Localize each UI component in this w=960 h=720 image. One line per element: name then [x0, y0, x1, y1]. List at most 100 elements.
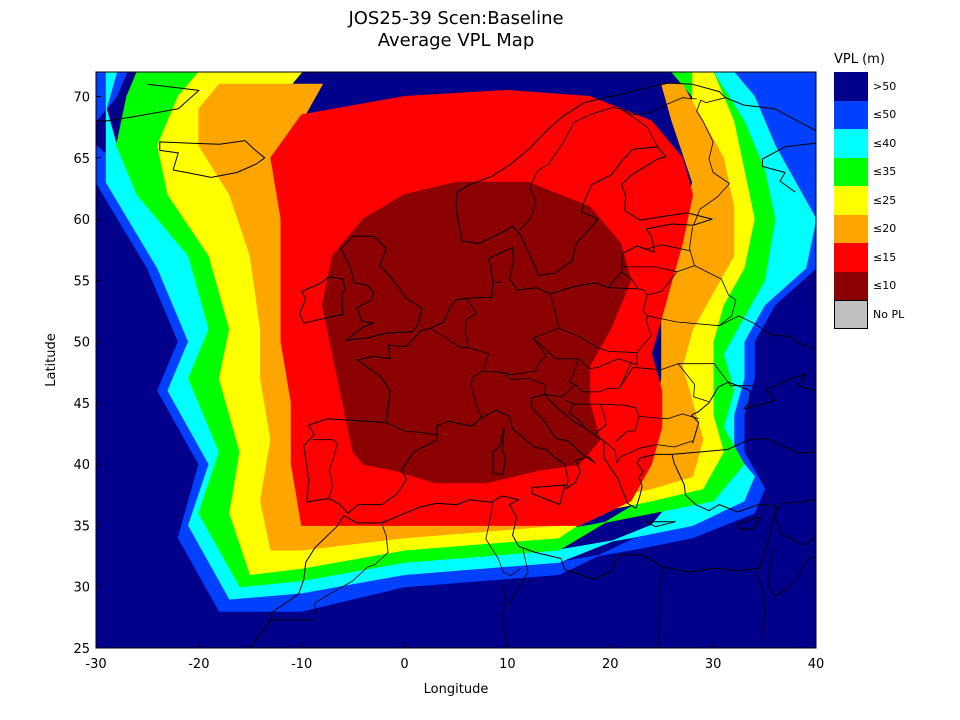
coastline-3: [762, 142, 816, 193]
legend-swatch: [834, 243, 868, 272]
border-9: [568, 358, 633, 393]
y-tick-label: 40: [73, 458, 90, 473]
legend-label: ≤35: [873, 165, 897, 179]
border-33: [658, 567, 664, 648]
vpl-zone-6: [321, 181, 632, 484]
x-axis: -30 -20 -10 0 10 20 30 40: [85, 643, 824, 672]
x-tick-label: 30: [705, 657, 722, 672]
y-tick-label: 60: [73, 213, 90, 228]
legend-item: ≤25: [834, 186, 934, 215]
border-10: [544, 384, 576, 398]
border-11: [565, 400, 607, 434]
legend-item: ≤35: [834, 157, 934, 186]
border-28: [314, 524, 389, 615]
x-tick-label: 0: [400, 657, 408, 672]
legend-title: VPL (m): [834, 52, 885, 67]
border-27: [719, 315, 816, 350]
border-38: [773, 515, 816, 546]
border-30: [485, 502, 522, 577]
coastline-11: [531, 484, 566, 506]
border-7: [558, 327, 638, 353]
legend-item: ≤15: [834, 243, 934, 272]
legend-item: ≤50: [834, 100, 934, 129]
border-23: [693, 97, 730, 226]
legend-label: ≤40: [873, 136, 897, 150]
legend: VPL (m) >50 ≤50 ≤40 ≤35 ≤25 ≤20 ≤15 ≤10 No PL: [834, 52, 934, 329]
y-tick-label: 25: [73, 642, 90, 657]
coastline-6: [159, 140, 266, 178]
legend-swatch: [834, 300, 868, 329]
border-2: [470, 370, 546, 418]
chart-title: JOS25-39 Scen:Baseline Average VPL Map: [96, 8, 816, 52]
coastline-5: [299, 276, 346, 324]
coastline-2: [725, 97, 816, 132]
border-22: [689, 226, 695, 266]
border-12: [568, 402, 586, 429]
legend-swatch: [834, 129, 868, 158]
x-tick-label: 20: [602, 657, 619, 672]
legend-swatch: [834, 72, 868, 101]
border-34: [755, 570, 765, 636]
legend-item: ≤10: [834, 271, 934, 300]
legend-label: ≤20: [873, 222, 897, 236]
border-14: [603, 440, 693, 464]
legend-item: No PL: [834, 300, 934, 329]
legend-swatch: [834, 271, 868, 300]
x-axis-label: Longitude: [424, 682, 489, 697]
border-32: [508, 548, 529, 606]
plot-frame: [95, 71, 817, 649]
border-37: [775, 555, 816, 597]
x-tick-label: -20: [188, 657, 209, 672]
border-4: [464, 298, 478, 348]
map-layer: [96, 72, 816, 648]
y-tick-label: 45: [73, 397, 90, 412]
coastline-14: [671, 437, 816, 455]
coastline-13: [736, 516, 761, 530]
coastline-8: [306, 393, 778, 569]
title-line-1: JOS25-39 Scen:Baseline: [348, 8, 564, 29]
y-tick-label: 55: [73, 274, 90, 289]
border-6: [502, 293, 560, 376]
coastline-10: [492, 427, 506, 475]
border-29: [268, 619, 316, 624]
legend-label: ≤15: [873, 250, 897, 264]
coastline-0: [303, 146, 713, 503]
border-35: [773, 499, 816, 516]
legend-label: No PL: [873, 307, 905, 321]
legend-swatch: [834, 100, 868, 129]
y-tick-label: 70: [73, 91, 90, 106]
border-36: [768, 548, 777, 597]
x-tick-label: -10: [291, 657, 312, 672]
border-1: [313, 439, 339, 499]
y-tick-label: 30: [73, 581, 90, 596]
legend-swatch: [834, 214, 868, 243]
legend-swatch: [834, 157, 868, 186]
border-21: [644, 244, 691, 252]
border-17: [608, 287, 652, 365]
coastline-1: [455, 82, 726, 276]
coastline-7: [96, 83, 200, 122]
coastline-15: [691, 374, 816, 444]
y-axis: 25 30 35 40 45 50 55 60 65 70: [73, 91, 101, 657]
border-26: [678, 363, 755, 387]
border-15: [639, 413, 699, 420]
y-tick-label: 50: [73, 336, 90, 351]
border-20: [621, 266, 678, 273]
border-25: [620, 97, 697, 116]
x-tick-label: 40: [808, 657, 825, 672]
coastline-4: [340, 235, 423, 341]
x-tick-label: -30: [85, 657, 106, 672]
y-axis-label: Latitude: [44, 333, 59, 387]
border-18: [647, 265, 737, 327]
border-5: [492, 281, 502, 284]
y-tick-label: 35: [73, 519, 90, 534]
border-8: [532, 337, 638, 370]
title-line-2: Average VPL Map: [377, 30, 535, 51]
coastline-12: [646, 521, 676, 528]
border-19: [621, 271, 639, 290]
coastline-9: [249, 495, 760, 648]
legend-item: ≤40: [834, 129, 934, 158]
legend-swatch: [834, 186, 868, 215]
border-0: [385, 422, 438, 436]
